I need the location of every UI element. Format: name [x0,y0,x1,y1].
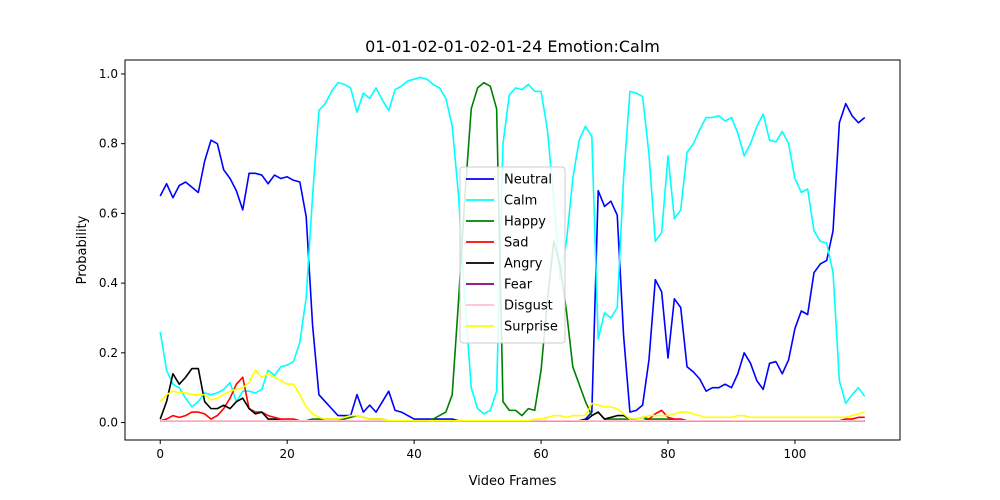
x-axis: 0 20 40 60 80 100 [156,440,806,461]
y-tick-label: 1.0 [99,67,118,81]
series-line-calm [159,76,866,415]
legend-label-fear: Fear [504,278,533,293]
plot-frame [124,59,901,441]
legend-label-neutral: Neutral [504,173,552,188]
y-axis: 0.0 0.2 0.4 0.6 0.8 1.0 [99,67,125,430]
plot-lines [159,76,866,422]
y-tick-label: 0.6 [99,206,118,220]
x-tick-label: 40 [406,447,421,461]
legend-label-disgust: Disgust [504,299,553,314]
legend-label-angry: Angry [504,257,543,272]
y-axis-label: Probability [75,215,90,284]
legend-box [459,166,566,344]
legend-label-calm: Calm [504,194,537,209]
x-tick-label: 0 [156,447,164,461]
y-tick-label: 0.0 [99,416,118,430]
x-tick-label: 60 [533,447,548,461]
y-tick-label: 0.4 [99,276,118,290]
legend-label-sad: Sad [504,236,528,251]
x-axis-label: Video Frames [469,474,557,489]
y-tick-label: 0.2 [99,346,118,360]
x-tick-label: 20 [280,447,295,461]
series-line-surprise [159,369,865,422]
x-tick-label: 80 [660,447,675,461]
legend-label-surprise: Surprise [504,320,558,335]
legend: Neutral Calm Happy Sad Angry Fear Disgust Surpr… [459,166,566,344]
chart-title: 01-01-02-01-02-01-24 Emotion:Calm [365,37,660,56]
y-tick-label: 0.8 [99,137,118,151]
x-tick-label: 100 [783,447,806,461]
legend-label-happy: Happy [504,215,546,230]
